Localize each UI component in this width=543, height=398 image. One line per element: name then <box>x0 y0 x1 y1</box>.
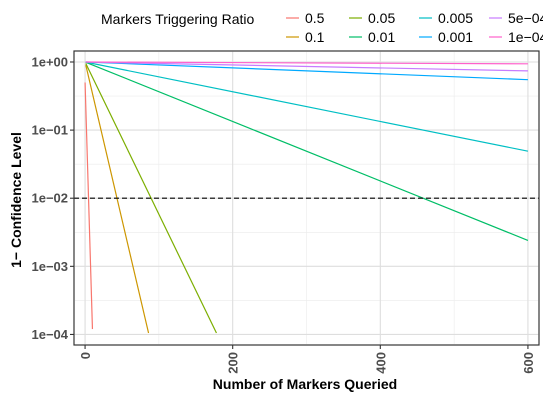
x-tick-label: 400 <box>373 352 388 374</box>
y-tick-label: 1e−04 <box>31 327 68 342</box>
legend-label: 0.001 <box>438 29 473 45</box>
legend-item: 1e−04 <box>489 29 543 45</box>
legend-item: 0.005 <box>419 10 473 26</box>
series-line-0.1 <box>85 64 150 334</box>
series-line-0.01 <box>85 61 529 241</box>
series-line-0.005 <box>85 61 529 152</box>
plot-area <box>73 50 540 346</box>
series-line-0.5 <box>84 82 94 330</box>
series-line-0.001 <box>85 61 528 81</box>
series-line-0.05 <box>85 63 217 334</box>
legend-item: 0.1 <box>286 29 325 45</box>
legend-title: Markers Triggering Ratio <box>101 11 254 27</box>
legend-label: 5e−04 <box>508 10 543 26</box>
legend-item: 0.001 <box>419 29 473 45</box>
x-axis-title: Number of Markers Queried <box>213 376 397 392</box>
legend-item: 0.01 <box>349 29 395 45</box>
legend-item: 5e−04 <box>489 10 543 26</box>
legend-label: 1e−04 <box>508 29 543 45</box>
legend-label: 0.01 <box>368 29 395 45</box>
legend: Markers Triggering Ratio 0.5 0.1 0.05 0.01 0… <box>101 10 543 45</box>
x-tick-label: 200 <box>226 352 241 374</box>
legend-item: 0.5 <box>286 10 325 26</box>
y-axis: 1e+00 1e−01 1e−02 1e−03 1e−04 <box>31 54 74 342</box>
series-line-1e−04 <box>85 61 528 65</box>
y-tick-label: 1e+00 <box>31 54 68 69</box>
y-tick-label: 1e−03 <box>31 259 68 274</box>
y-tick-label: 1e−02 <box>31 191 68 206</box>
legend-label: 0.1 <box>305 29 325 45</box>
x-tick-label: 0 <box>78 352 93 359</box>
x-tick-label: 600 <box>521 352 536 374</box>
y-axis-title: 1− Confidence Level <box>8 132 24 268</box>
x-axis: 0 200 400 600 <box>78 345 536 374</box>
y-tick-label: 1e−01 <box>31 123 68 138</box>
legend-label: 0.5 <box>305 10 325 26</box>
legend-label: 0.05 <box>368 10 395 26</box>
series-line-5e−04 <box>85 61 528 72</box>
series-lines <box>84 61 529 334</box>
legend-label: 0.005 <box>438 10 473 26</box>
legend-item: 0.05 <box>349 10 395 26</box>
